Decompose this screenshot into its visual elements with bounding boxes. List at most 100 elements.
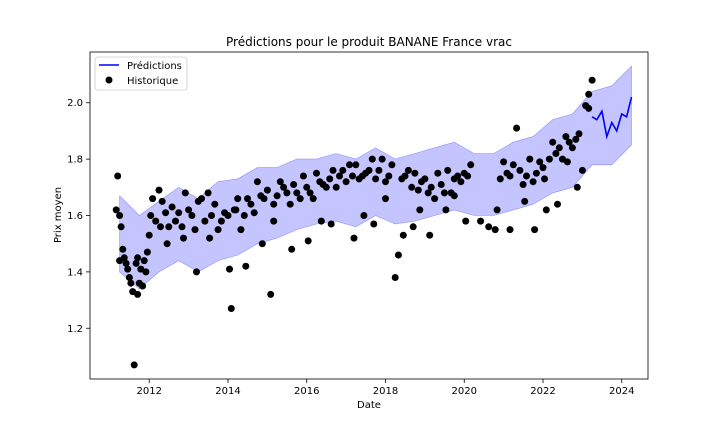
- history-point: [349, 172, 356, 180]
- history-point: [204, 189, 212, 197]
- history-point: [431, 195, 439, 203]
- history-point: [116, 257, 124, 265]
- x-tick-label: 2012: [137, 386, 162, 397]
- history-point: [193, 268, 200, 276]
- history-point: [309, 195, 317, 203]
- history-point: [142, 268, 150, 276]
- history-point: [462, 217, 470, 225]
- history-point: [416, 206, 424, 214]
- history-point: [117, 223, 125, 231]
- history-point: [178, 223, 186, 231]
- history-point: [426, 231, 434, 239]
- history-point: [185, 206, 193, 214]
- history-point: [208, 212, 215, 219]
- y-tick-label: 1.2: [67, 324, 83, 335]
- history-point: [509, 161, 517, 169]
- history-point: [372, 175, 380, 183]
- history-point: [327, 220, 335, 228]
- y-tick-label: 1.4: [67, 267, 83, 278]
- history-point: [585, 90, 593, 98]
- history-point: [565, 138, 573, 146]
- x-tick-label: 2014: [215, 386, 240, 397]
- history-point: [163, 240, 171, 248]
- history-point: [253, 178, 261, 186]
- history-point: [536, 158, 544, 166]
- history-point: [578, 166, 586, 174]
- history-point: [424, 189, 432, 197]
- prediction-line-layer: [591, 96, 633, 140]
- history-point: [263, 186, 271, 194]
- chart-title: Prédictions pour le produit BANANE Franc…: [226, 35, 512, 49]
- history-point: [394, 251, 402, 259]
- history-point: [304, 237, 312, 245]
- history-point: [322, 183, 330, 191]
- history-point: [493, 206, 501, 214]
- history-point: [523, 172, 530, 180]
- history-point: [313, 169, 320, 177]
- history-point: [404, 166, 412, 174]
- history-point: [552, 150, 560, 157]
- history-point: [336, 172, 343, 180]
- history-point: [149, 195, 157, 203]
- y-tick-label: 2.0: [67, 98, 83, 109]
- history-point: [267, 290, 275, 298]
- x-tick-label: 2024: [609, 386, 634, 397]
- history-point: [317, 217, 325, 225]
- history-point: [575, 130, 583, 138]
- history-point: [506, 172, 514, 180]
- history-point: [545, 155, 553, 163]
- history-point: [132, 259, 140, 267]
- history-point: [191, 226, 199, 234]
- history-point: [378, 155, 386, 163]
- history-point: [201, 217, 209, 225]
- x-tick-label: 2020: [452, 386, 477, 397]
- history-point: [198, 195, 205, 203]
- history-point: [114, 172, 122, 180]
- history-point: [152, 217, 160, 225]
- history-point: [168, 203, 176, 211]
- history-point: [401, 172, 409, 180]
- history-point: [485, 223, 493, 231]
- history-point: [214, 226, 222, 234]
- history-point: [555, 144, 563, 152]
- x-tick-label: 2022: [530, 386, 555, 397]
- x-axis-label: Date: [357, 400, 381, 411]
- history-point: [585, 104, 593, 112]
- history-point: [572, 135, 580, 143]
- history-point: [217, 217, 225, 225]
- history-point: [234, 195, 242, 203]
- legend-point-swatch: [105, 76, 113, 84]
- y-tick-label: 1.8: [67, 155, 83, 166]
- history-point: [299, 172, 307, 180]
- history-point: [563, 158, 571, 166]
- history-point: [421, 175, 429, 183]
- history-point: [145, 231, 153, 239]
- history-point: [306, 189, 314, 197]
- history-point: [172, 217, 179, 225]
- history-point: [541, 175, 548, 183]
- history-point: [414, 186, 422, 194]
- history-point: [286, 200, 294, 208]
- history-point: [506, 226, 514, 234]
- history-point: [296, 195, 304, 203]
- history-point: [491, 226, 499, 234]
- history-point: [127, 279, 135, 287]
- history-point: [158, 197, 166, 205]
- history-point: [119, 245, 127, 253]
- history-point: [375, 166, 383, 174]
- history-point: [542, 206, 550, 214]
- history-point: [391, 274, 399, 281]
- history-point: [427, 183, 435, 191]
- history-point: [137, 265, 145, 273]
- history-point: [206, 234, 214, 242]
- history-point: [232, 206, 240, 214]
- history-point: [539, 164, 547, 172]
- history-point: [532, 169, 540, 177]
- history-point: [211, 200, 219, 208]
- history-point: [444, 166, 452, 174]
- history-point: [477, 217, 485, 225]
- history-point: [521, 197, 529, 205]
- legend-label-history: Historique: [127, 76, 178, 87]
- history-point: [573, 183, 581, 191]
